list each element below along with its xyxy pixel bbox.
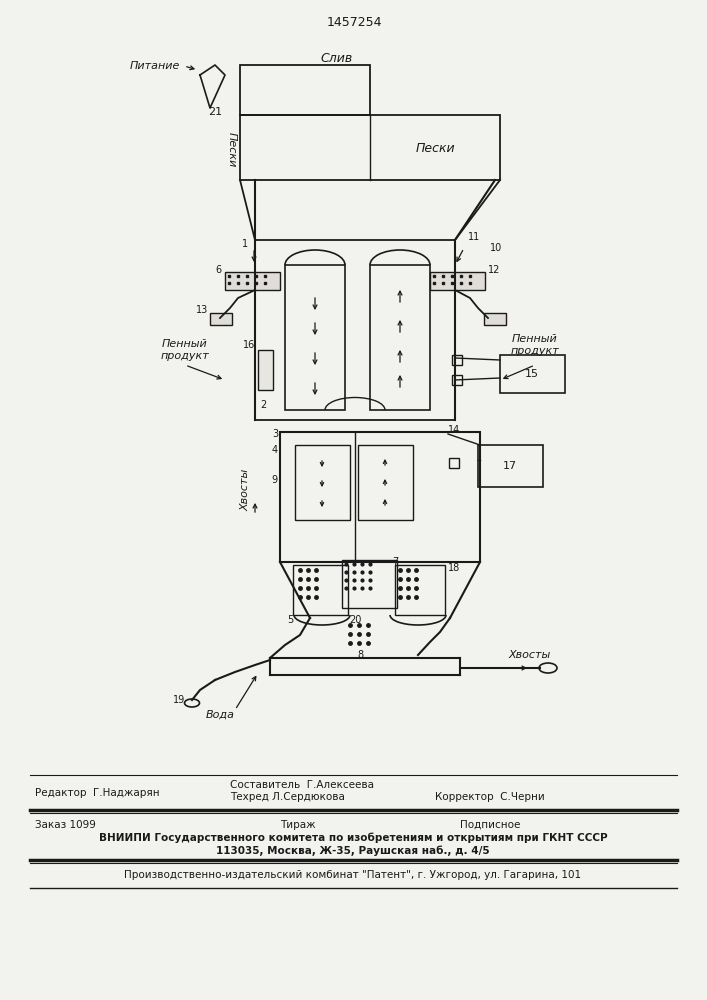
Text: Заказ 1099: Заказ 1099 <box>35 820 96 830</box>
Bar <box>293 565 348 615</box>
Text: 14: 14 <box>448 425 460 435</box>
Text: Подписное: Подписное <box>460 820 520 830</box>
Text: Пенный
продукт: Пенный продукт <box>510 334 559 356</box>
Bar <box>452 375 462 385</box>
Bar <box>240 65 370 115</box>
Bar <box>395 565 445 615</box>
Bar <box>342 560 397 608</box>
Bar <box>358 445 413 520</box>
Text: 1457254: 1457254 <box>326 15 382 28</box>
Text: Хвосты: Хвосты <box>240 469 250 511</box>
Bar <box>225 272 280 290</box>
Text: Хвосты: Хвосты <box>509 650 551 660</box>
Text: Слив: Слив <box>320 51 352 64</box>
Text: 10: 10 <box>490 243 502 253</box>
Text: ВНИИПИ Государственного комитета по изобретениям и открытиям при ГКНТ СССР: ВНИИПИ Государственного комитета по изоб… <box>99 833 607 843</box>
Bar <box>484 313 506 325</box>
Text: 113035, Москва, Ж-35, Раушская наб., д. 4/5: 113035, Москва, Ж-35, Раушская наб., д. … <box>216 846 490 856</box>
Bar <box>449 458 459 468</box>
Bar <box>280 432 480 562</box>
Text: 11: 11 <box>468 232 480 242</box>
Text: 17: 17 <box>503 461 517 471</box>
Text: 9: 9 <box>272 475 278 485</box>
Text: 3: 3 <box>272 429 278 439</box>
Text: Корректор  С.Черни: Корректор С.Черни <box>435 792 545 802</box>
Text: 1: 1 <box>242 239 248 249</box>
Text: 2: 2 <box>260 400 267 410</box>
Text: 4: 4 <box>272 445 278 455</box>
Text: Вода: Вода <box>206 710 235 720</box>
Bar <box>240 115 500 180</box>
Bar <box>478 445 543 487</box>
Bar <box>258 350 273 390</box>
Bar <box>285 265 345 410</box>
Text: 5: 5 <box>287 615 293 625</box>
Text: Питание: Питание <box>129 61 180 71</box>
Bar <box>452 355 462 365</box>
Text: Техред Л.Сердюкова: Техред Л.Сердюкова <box>230 792 345 802</box>
Text: 20: 20 <box>349 615 361 625</box>
Text: Составитель  Г.Алексеева: Составитель Г.Алексеева <box>230 780 374 790</box>
Text: 8: 8 <box>357 650 363 660</box>
Text: 7: 7 <box>392 557 398 567</box>
Text: Производственно-издательский комбинат "Патент", г. Ужгород, ул. Гагарина, 101: Производственно-издательский комбинат "П… <box>124 870 582 880</box>
Bar <box>295 445 350 520</box>
Text: Тираж: Тираж <box>280 820 315 830</box>
Text: 19: 19 <box>173 695 185 705</box>
Text: 21: 21 <box>208 107 222 117</box>
Text: 13: 13 <box>196 305 208 315</box>
Text: Пенный
продукт: Пенный продукт <box>160 339 209 361</box>
Bar <box>210 313 232 325</box>
Text: 18: 18 <box>448 563 460 573</box>
Bar <box>500 355 565 393</box>
Text: Пески: Пески <box>415 141 455 154</box>
Text: 12: 12 <box>488 265 501 275</box>
Text: Пески: Пески <box>227 132 237 168</box>
Text: 16: 16 <box>243 340 255 350</box>
Text: Редактор  Г.Наджарян: Редактор Г.Наджарян <box>35 788 160 798</box>
Bar <box>370 265 430 410</box>
Text: 15: 15 <box>525 369 539 379</box>
Text: 6: 6 <box>216 265 222 275</box>
Bar <box>430 272 485 290</box>
